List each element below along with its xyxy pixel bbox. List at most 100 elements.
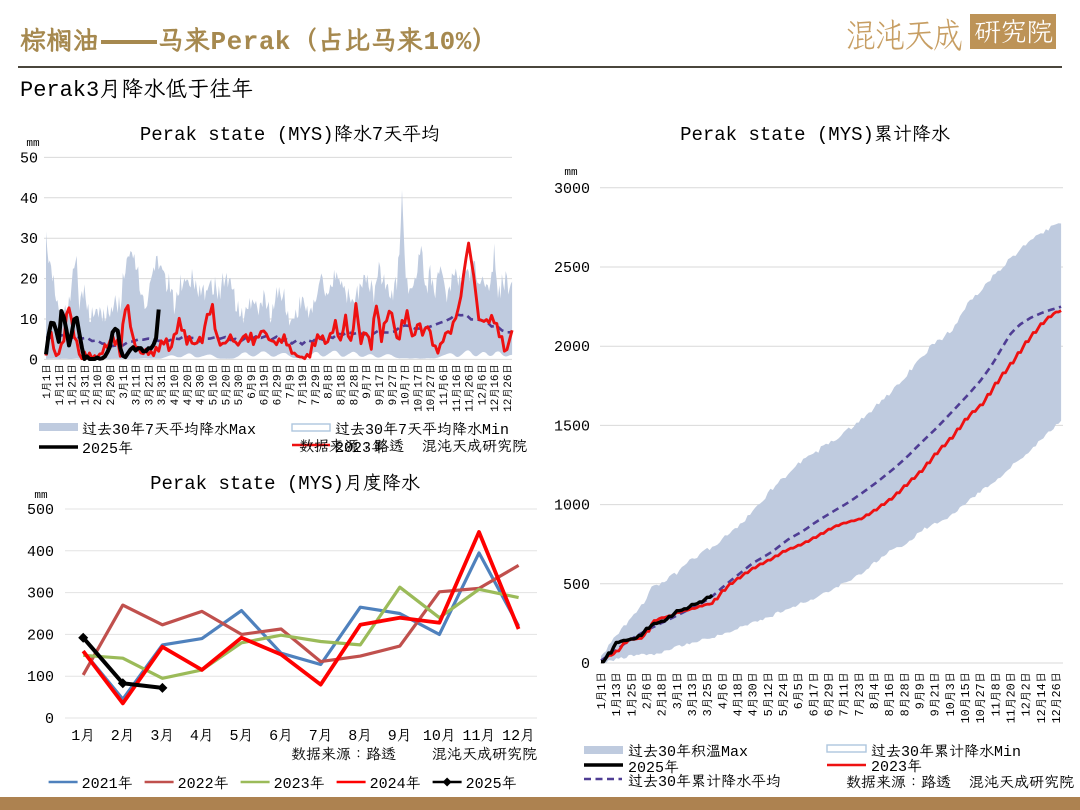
svg-text:过去30年积温Max: 过去30年积温Max [628,743,748,761]
svg-text:5月24日: 5月24日 [777,672,791,717]
svg-text:2023年: 2023年 [871,758,922,776]
svg-text:9月21日: 9月21日 [929,672,943,717]
svg-text:20: 20 [20,272,38,289]
svg-text:3月11日: 3月11日 [131,364,144,406]
svg-text:11月26日: 11月26日 [464,363,477,411]
svg-text:1500: 1500 [554,418,590,435]
svg-text:4月6日: 4月6日 [716,672,730,710]
svg-text:2025年: 2025年 [628,759,679,777]
svg-text:9月7日: 9月7日 [361,364,374,399]
svg-text:10月17日: 10月17日 [412,364,425,412]
svg-text:4月30日: 4月30日 [747,672,761,717]
svg-text:8月8日: 8月8日 [323,364,336,399]
svg-text:4月10日: 4月10日 [169,364,182,406]
svg-text:400: 400 [27,544,54,561]
svg-text:3000: 3000 [554,181,590,198]
svg-text:8月4日: 8月4日 [868,672,882,710]
svg-text:7月11日: 7月11日 [838,672,852,717]
svg-text:2023年: 2023年 [274,775,325,793]
svg-text:7月19日: 7月19日 [297,364,310,406]
svg-text:10: 10 [20,312,38,329]
svg-text:12月26日: 12月26日 [502,364,515,412]
svg-text:8月16日: 8月16日 [883,672,897,717]
svg-text:40: 40 [20,191,38,208]
svg-text:11月: 11月 [462,728,495,745]
svg-text:6月5日: 6月5日 [792,672,806,710]
svg-text:4月: 4月 [190,728,214,745]
svg-text:5月: 5月 [229,728,253,745]
svg-text:1月13日: 1月13日 [610,672,624,717]
svg-text:4月18日: 4月18日 [732,672,746,717]
svg-text:2月18日: 2月18日 [656,672,670,717]
svg-text:12月14日: 12月14日 [1035,672,1049,724]
svg-text:2025年: 2025年 [466,775,517,793]
svg-text:5月30日: 5月30日 [233,364,246,406]
svg-text:Perak state (MYS)累计降水: Perak state (MYS)累计降水 [680,124,950,146]
svg-text:Perak state (MYS)降水7天平均: Perak state (MYS)降水7天平均 [140,124,440,146]
svg-text:3月31日: 3月31日 [156,364,169,406]
svg-text:1月1日: 1月1日 [41,364,54,399]
svg-text:1月25日: 1月25日 [625,672,639,717]
svg-text:3月: 3月 [150,728,174,745]
svg-text:8月28日: 8月28日 [348,364,361,406]
svg-text:500: 500 [563,577,590,594]
svg-text:10月7日: 10月7日 [400,364,413,406]
svg-text:2025年: 2025年 [82,440,133,458]
svg-text:0: 0 [581,656,590,673]
svg-text:9月27日: 9月27日 [387,364,400,406]
svg-text:4月20日: 4月20日 [182,364,195,406]
svg-text:6月17日: 6月17日 [807,672,821,717]
svg-text:7月: 7月 [309,728,333,745]
svg-text:1月1日: 1月1日 [595,672,609,710]
svg-text:6月29日: 6月29日 [823,672,837,717]
svg-text:2月6日: 2月6日 [641,672,655,710]
svg-text:10月3日: 10月3日 [944,672,958,717]
svg-text:500: 500 [27,502,54,519]
svg-text:1月31日: 1月31日 [79,364,92,406]
svg-text:6月: 6月 [269,728,293,745]
svg-text:过去30年7天平均降水Max: 过去30年7天平均降水Max [82,421,256,439]
svg-text:9月: 9月 [388,728,412,745]
svg-text:过去30年累计降水平均: 过去30年累计降水平均 [628,773,781,791]
svg-text:2022年: 2022年 [178,775,229,793]
svg-text:3月13日: 3月13日 [686,672,700,717]
svg-text:1月: 1月 [71,728,95,745]
svg-text:数据来源：路透 混沌天成研究院: 数据来源：路透 混沌天成研究院 [846,774,1074,792]
svg-text:6月19日: 6月19日 [259,364,272,406]
svg-text:1000: 1000 [554,498,590,515]
svg-text:mm: mm [34,490,48,502]
svg-text:mm: mm [26,138,40,150]
svg-text:5月20日: 5月20日 [220,364,233,406]
svg-text:12月6日: 12月6日 [476,364,489,406]
svg-text:2月20日: 2月20日 [105,364,118,406]
svg-text:3月1日: 3月1日 [118,364,131,399]
svg-text:30: 30 [20,231,38,248]
svg-text:0: 0 [45,711,54,728]
svg-text:10月27日: 10月27日 [425,364,438,412]
svg-text:7月9日: 7月9日 [284,364,297,399]
svg-text:2021年: 2021年 [82,775,133,793]
svg-text:1月11日: 1月11日 [54,364,67,406]
svg-text:11月6日: 11月6日 [438,364,451,406]
svg-text:8月: 8月 [348,728,372,745]
svg-text:100: 100 [27,669,54,686]
svg-text:11月8日: 11月8日 [989,672,1003,717]
svg-text:9月17日: 9月17日 [374,364,387,406]
svg-text:6月29日: 6月29日 [272,364,285,406]
svg-text:50: 50 [20,150,38,167]
svg-text:12月: 12月 [502,728,535,745]
svg-text:2月10日: 2月10日 [92,364,105,406]
svg-text:8月28日: 8月28日 [898,672,912,717]
svg-text:1月21日: 1月21日 [67,364,80,406]
svg-text:4月30日: 4月30日 [195,364,208,406]
svg-text:11月16日: 11月16日 [451,364,464,412]
svg-text:10月: 10月 [423,728,456,745]
svg-text:mm: mm [564,167,578,179]
svg-text:12月2日: 12月2日 [1020,672,1034,717]
svg-text:7月29日: 7月29日 [310,364,323,406]
svg-text:数据来源：路透 混沌天成研究院: 数据来源：路透 混沌天成研究院 [299,438,527,456]
svg-text:Perak state (MYS)月度降水: Perak state (MYS)月度降水 [150,473,420,495]
svg-text:200: 200 [27,627,54,644]
svg-text:6月9日: 6月9日 [246,364,259,399]
svg-text:2500: 2500 [554,260,590,277]
